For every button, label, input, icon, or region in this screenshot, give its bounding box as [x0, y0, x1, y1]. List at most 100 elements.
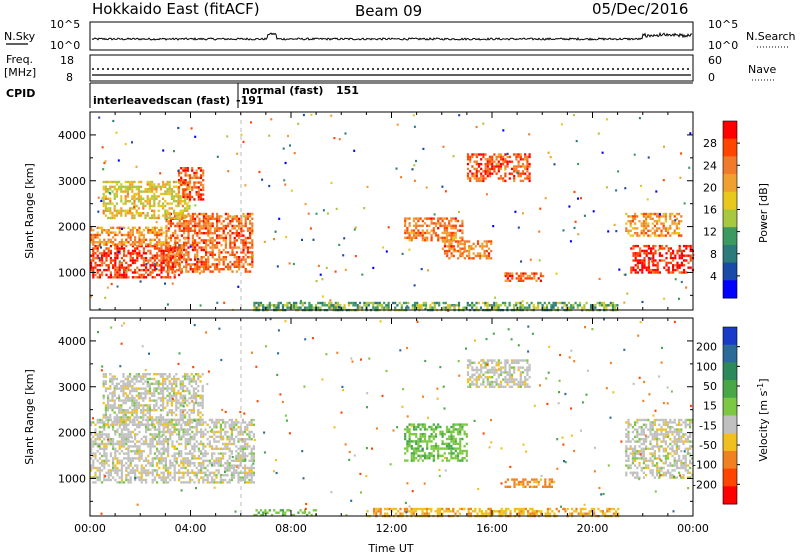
velocity-cell	[167, 426, 170, 429]
velocity-cell	[120, 462, 123, 465]
velocity-cell	[135, 380, 138, 383]
velocity-cell	[173, 474, 176, 477]
velocity-cell	[149, 438, 152, 441]
power-cell	[136, 276, 139, 279]
power-cell	[625, 222, 628, 225]
power-cell	[513, 153, 516, 156]
power-cell	[113, 180, 116, 184]
power-cell	[168, 183, 171, 186]
velocity-cell	[250, 476, 253, 479]
power-cell	[317, 306, 320, 309]
power-cell	[171, 282, 174, 285]
nave-tick-top: 60	[708, 54, 722, 67]
velocity-cell	[217, 457, 220, 460]
velocity-cell	[193, 447, 196, 450]
power-cell	[515, 301, 518, 305]
velocity-cell	[192, 394, 195, 397]
velocity-cell	[211, 476, 214, 479]
power-cell	[178, 217, 181, 220]
power-cell	[193, 171, 196, 175]
velocity-cell	[222, 454, 225, 458]
power-cell	[669, 261, 672, 265]
power-cell	[482, 170, 485, 173]
power-cell	[202, 227, 205, 230]
velocity-cell	[206, 474, 209, 477]
velocity-cell	[179, 382, 182, 385]
power-cell	[146, 202, 149, 205]
colorbar-swatch	[723, 156, 737, 175]
power-cell	[109, 271, 112, 274]
power-cell	[519, 174, 522, 178]
velocity-cell	[111, 377, 114, 381]
power-cell	[224, 241, 227, 244]
power-cell	[649, 217, 652, 220]
velocity-cell	[237, 476, 240, 479]
power-cell	[687, 261, 690, 265]
power-cell	[328, 301, 331, 305]
velocity-cell	[250, 464, 253, 467]
power-cell	[484, 170, 487, 173]
velocity-cell	[171, 442, 174, 446]
velocity-cell	[195, 474, 198, 477]
power-cell	[101, 259, 104, 262]
velocity-cell	[160, 440, 163, 443]
power-cell	[191, 239, 194, 242]
power-cell	[481, 247, 484, 250]
velocity-cell	[114, 423, 117, 426]
power-cell	[167, 244, 170, 247]
velocity-cell	[129, 380, 132, 383]
power-cell	[404, 236, 407, 239]
power-cell	[153, 233, 156, 237]
velocity-cell	[250, 471, 253, 474]
power-cell	[629, 229, 632, 232]
power-cell	[188, 188, 191, 191]
power-cell	[520, 279, 523, 282]
velocity-cell	[101, 426, 104, 429]
velocity-cell	[186, 464, 189, 467]
power-cell	[168, 214, 171, 217]
power-cell	[135, 209, 138, 212]
velocity-cell	[140, 474, 143, 477]
power-cell	[675, 222, 678, 225]
power-cell	[216, 217, 219, 220]
power-cell	[660, 215, 663, 218]
power-cell	[177, 197, 180, 200]
power-cell	[552, 306, 555, 309]
power-cell	[120, 264, 123, 267]
power-cell	[209, 222, 212, 225]
velocity-cell	[136, 457, 139, 460]
velocity-cell	[228, 462, 231, 465]
power-cell	[517, 162, 520, 166]
power-cell	[363, 304, 366, 307]
velocity-cell	[189, 433, 192, 436]
velocity-cell	[156, 462, 159, 465]
velocity-cell	[90, 423, 93, 426]
velocity-cell	[224, 447, 227, 450]
velocity-cell	[125, 457, 128, 460]
velocity-cell	[129, 462, 132, 465]
velocity-cell	[192, 380, 195, 383]
velocity-cell	[180, 438, 183, 441]
velocity-cell	[131, 389, 134, 393]
velocity-cell	[115, 387, 118, 390]
power-cell	[168, 207, 171, 210]
power-cell	[120, 238, 123, 241]
power-cell	[490, 240, 493, 243]
velocity-cell	[109, 454, 112, 458]
velocity-cell	[211, 418, 214, 422]
power-cell	[447, 309, 450, 312]
power-cell	[356, 306, 359, 309]
velocity-cell	[175, 406, 178, 409]
power-cell	[213, 217, 216, 220]
power-cell	[173, 150, 175, 153]
velocity-cell	[103, 438, 106, 441]
power-cell	[471, 306, 474, 309]
velocity-cell	[118, 404, 121, 407]
velocity-cell	[184, 466, 187, 470]
power-cell	[147, 273, 150, 277]
velocity-cell	[167, 428, 170, 431]
velocity-cell	[175, 440, 178, 443]
velocity-cell	[129, 397, 132, 400]
power-cell	[142, 247, 145, 250]
velocity-cell	[241, 433, 244, 436]
